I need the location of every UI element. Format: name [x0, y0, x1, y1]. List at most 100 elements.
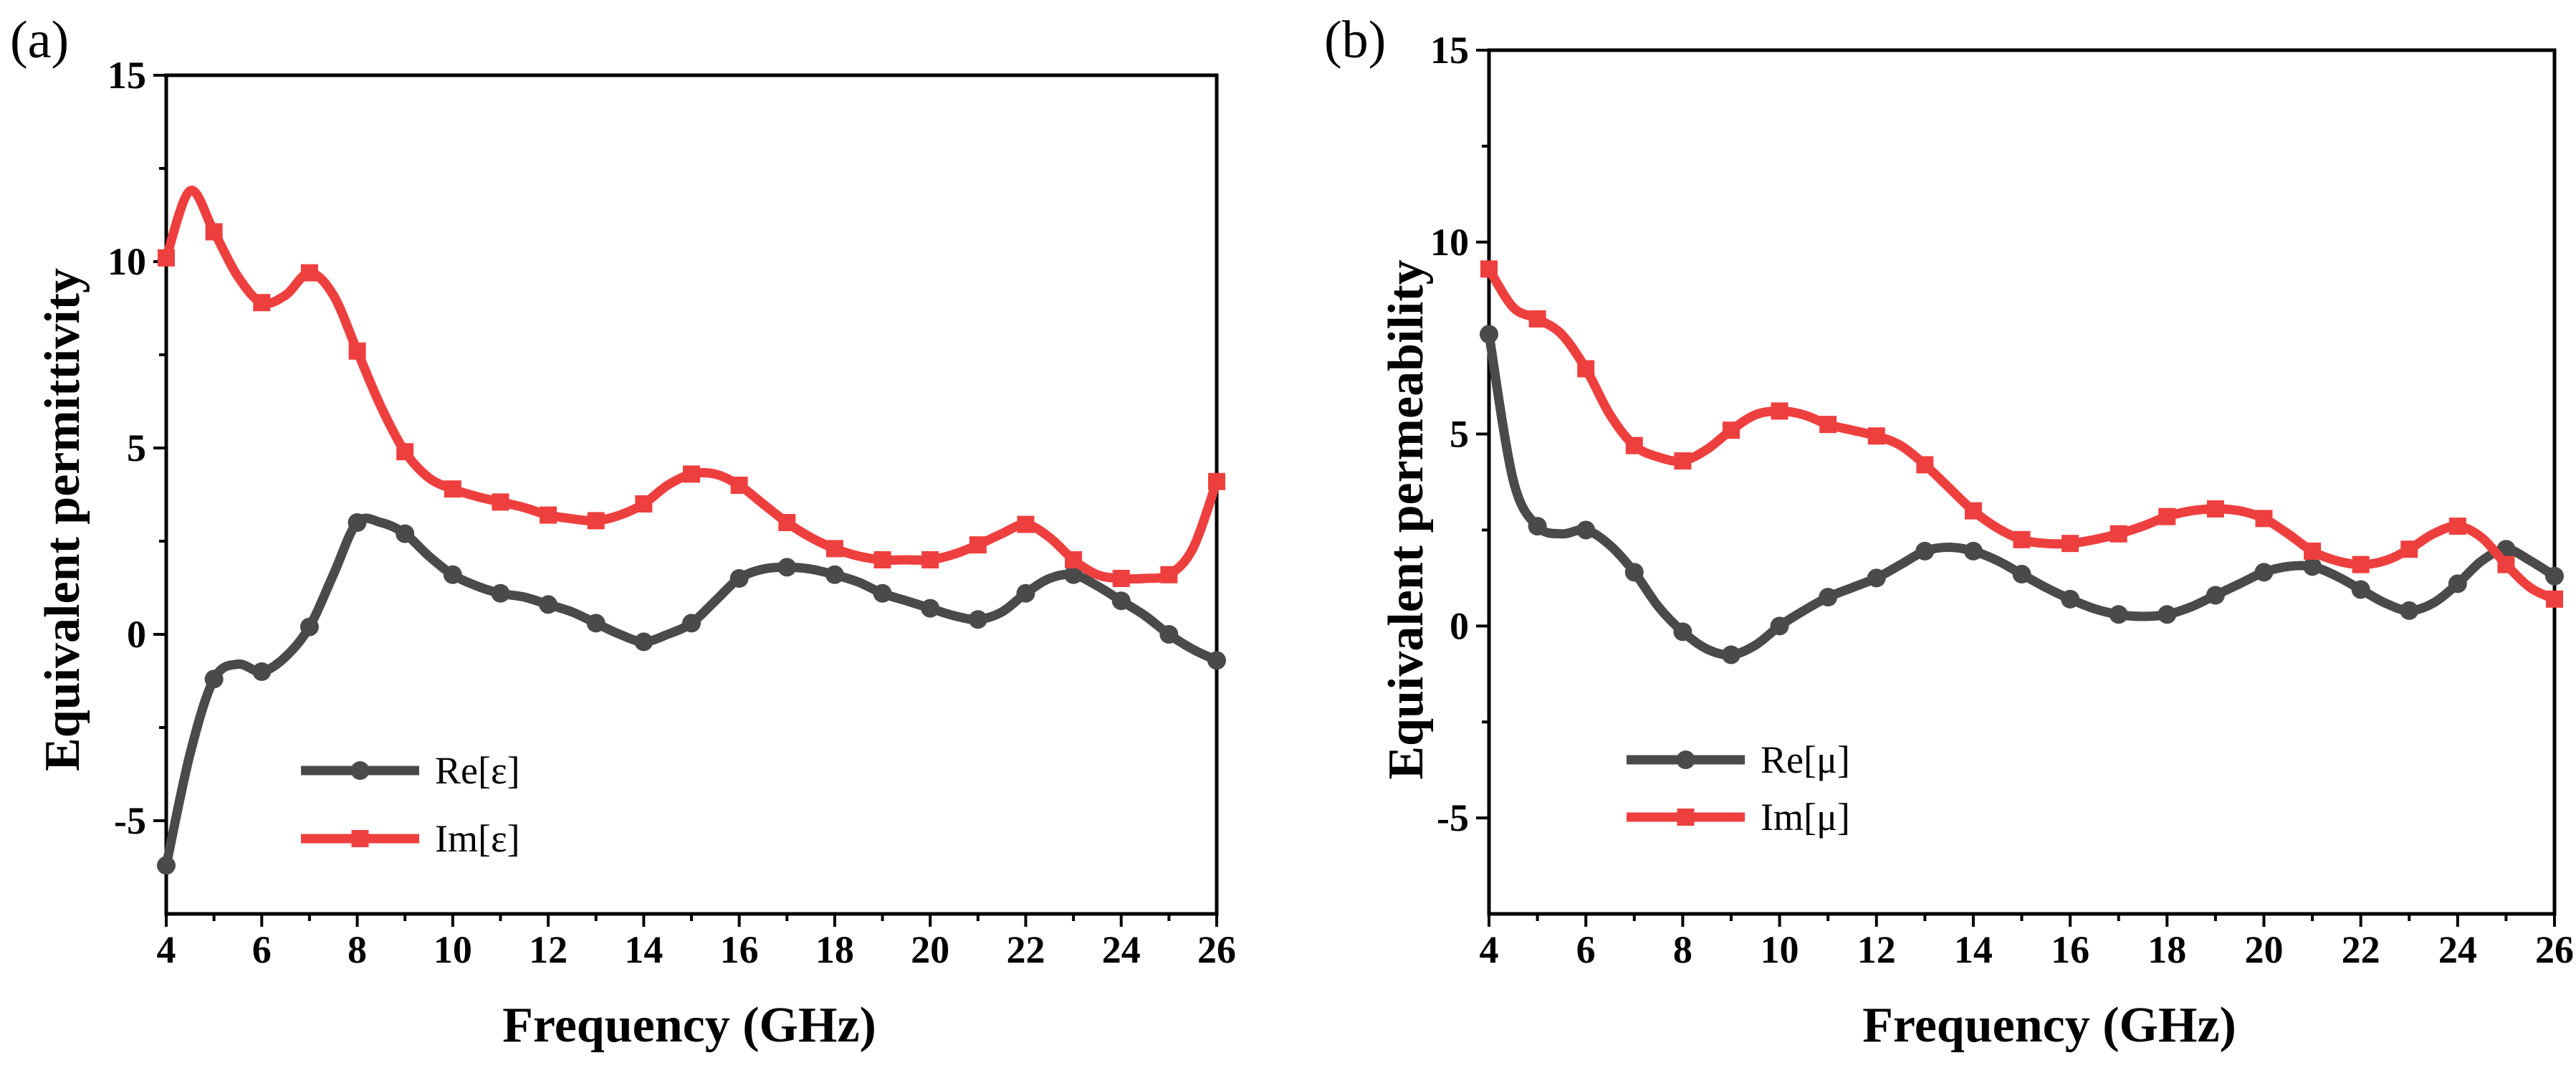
panel-a-point-im [873, 551, 891, 568]
panel-b-point-re [1673, 622, 1692, 642]
panel-a-point-re [252, 662, 272, 681]
panel-b-point-re [2545, 566, 2564, 586]
panel-b-legend-label-im: Im[μ] [1761, 796, 1850, 839]
panel-b-point-im [2255, 510, 2273, 528]
panel-b-point-re [2254, 563, 2274, 582]
panel-b-point-im [2110, 525, 2127, 543]
panel-a-x-tick-label: 26 [1197, 928, 1236, 971]
panel-a-y-axis-title: Equivalent permittivity [35, 268, 90, 771]
panel-b-point-re [1867, 568, 1886, 588]
panel-a-point-im [1160, 566, 1178, 583]
panel-a-x-tick-label: 4 [157, 928, 176, 971]
panel-a-x-tick-label: 10 [434, 928, 472, 971]
panel-a-y-tick-label: 0 [127, 613, 146, 656]
panel-b-legend-item-re: Re[μ] [1627, 738, 1850, 781]
panel-a-point-im [205, 223, 223, 241]
panel-b-frame [1487, 48, 2557, 916]
panel-a-x-tick-label: 14 [624, 928, 663, 971]
panel-b-point-re [1576, 520, 1596, 540]
panel-b-point-re [2061, 589, 2080, 609]
panel-b-point-re [2012, 565, 2031, 584]
panel-a-point-re [586, 614, 605, 633]
panel-a-x-tick-label: 12 [529, 928, 568, 971]
panel-b-y-tick-label: 5 [1450, 413, 1469, 456]
panel-b-point-im [1625, 437, 1643, 454]
panel-b-point-im [1771, 402, 1789, 420]
panel-a-x-tick-label: 22 [1006, 928, 1045, 971]
panel-b-point-re [1624, 563, 1644, 582]
panel-b-point-im [2158, 507, 2176, 525]
panel-a-legend-item-im: Im[ε] [301, 817, 520, 860]
panel-b-x-tick-label: 12 [1857, 928, 1896, 971]
panel-a-point-re [729, 569, 749, 588]
panel-a-point-im [778, 514, 796, 531]
panel-b-point-im [2546, 590, 2563, 608]
panel-b-point-re [2158, 605, 2177, 624]
panel-a-x-tick-label: 6 [252, 928, 272, 971]
panel-a-point-re [204, 669, 224, 689]
panel-a-point-im [1208, 472, 1225, 490]
panel-a-point-im [444, 480, 461, 498]
panel-b-point-im [2206, 500, 2224, 518]
panel-a-series-re-line [161, 513, 1222, 870]
panel-b-point-re [2448, 574, 2467, 593]
panel-a-y-tick-label: 10 [107, 240, 146, 283]
panel-a-point-im [300, 264, 318, 282]
panel-a-series-im-line [161, 186, 1222, 584]
panel-b-point-im [2304, 542, 2322, 560]
panel-b-point-im [2013, 530, 2031, 548]
panel-a-point-re [825, 565, 844, 584]
panel-a-point-re [873, 583, 892, 603]
panel-a-point-re [157, 856, 176, 875]
panel-a-x-tick-label: 20 [911, 928, 949, 971]
panel-b-x-tick-label: 26 [2535, 928, 2574, 971]
panel-a-x-tick-label: 24 [1102, 928, 1141, 971]
panel-a-point-re [1207, 651, 1226, 670]
panel-b-y-axis-title-text: Equivalent permeability [1379, 259, 1434, 779]
panel-b-point-im [1819, 416, 1837, 434]
panel-a-point-re [1111, 591, 1131, 611]
panel-b-point-re [2109, 605, 2128, 624]
panel-b-x-tick-label: 20 [2244, 928, 2283, 971]
panel-a-point-im [587, 512, 605, 530]
panel-a-frame [164, 73, 1219, 916]
panel-b-point-re [2400, 601, 2419, 620]
panel-b-point-im [1528, 310, 1546, 328]
panel-b-label: (b) [1324, 11, 1386, 70]
panel-b-point-re [2351, 580, 2370, 599]
panel-a-point-re [968, 610, 987, 629]
panel-a-point-re [1016, 583, 1035, 603]
panel-a-point-re [348, 513, 367, 532]
panel-b-point-re [1528, 517, 1547, 536]
panel-a-legend-label-im: Im[ε] [435, 817, 520, 860]
panel-a-y-tick-label: 15 [107, 54, 146, 97]
panel-a-y-axis-title-text: Equivalent permittivity [35, 268, 90, 771]
panel-a-point-re [396, 524, 415, 543]
panel-a-y-tick-label: -5 [114, 799, 146, 842]
panel-b-x-tick-label: 18 [2148, 928, 2186, 971]
panel-a-x-tick-label: 18 [815, 928, 854, 971]
panel-a-point-re [921, 599, 940, 618]
panel-b-legend-marker-im [1677, 809, 1695, 826]
panel-b-point-re [1480, 325, 1498, 344]
panel-a-x-axis-title: Frequency (GHz) [502, 998, 876, 1053]
panel-a-legend-marker-re [350, 761, 370, 780]
panel-b-y-tick-label: 15 [1430, 29, 1469, 72]
panel-b-x-tick-label: 22 [2342, 928, 2380, 971]
panel-a-legend-marker-im [351, 830, 369, 847]
panel-a-point-im [825, 540, 843, 558]
panel-b-point-re [2303, 557, 2322, 576]
panel-b-legend-item-im: Im[μ] [1627, 796, 1850, 839]
panel-a-point-re [682, 614, 701, 633]
panel-a-permittivity: (a) Equivalent permittivity Frequency (G… [10, 11, 1236, 1053]
panel-b-point-re [1819, 588, 1838, 607]
panel-b-point-im [1916, 456, 1934, 474]
panel-b-legend: Re[μ] Im[μ] [1627, 738, 1850, 839]
panel-b-y-tick-label: -5 [1437, 796, 1469, 839]
panel-a-point-im [1112, 570, 1130, 587]
panel-a-point-re [300, 617, 319, 636]
panel-b-point-im [1674, 452, 1692, 470]
panel-b-plot-area: 4 6 8 10 12 14 16 18 20 22 24 26 -5 0 5 10 15 [1430, 29, 2574, 971]
panel-b-permeability: (b) Equivalent permeability Frequency (G… [1324, 11, 2574, 1053]
panel-a-point-re [634, 632, 653, 652]
